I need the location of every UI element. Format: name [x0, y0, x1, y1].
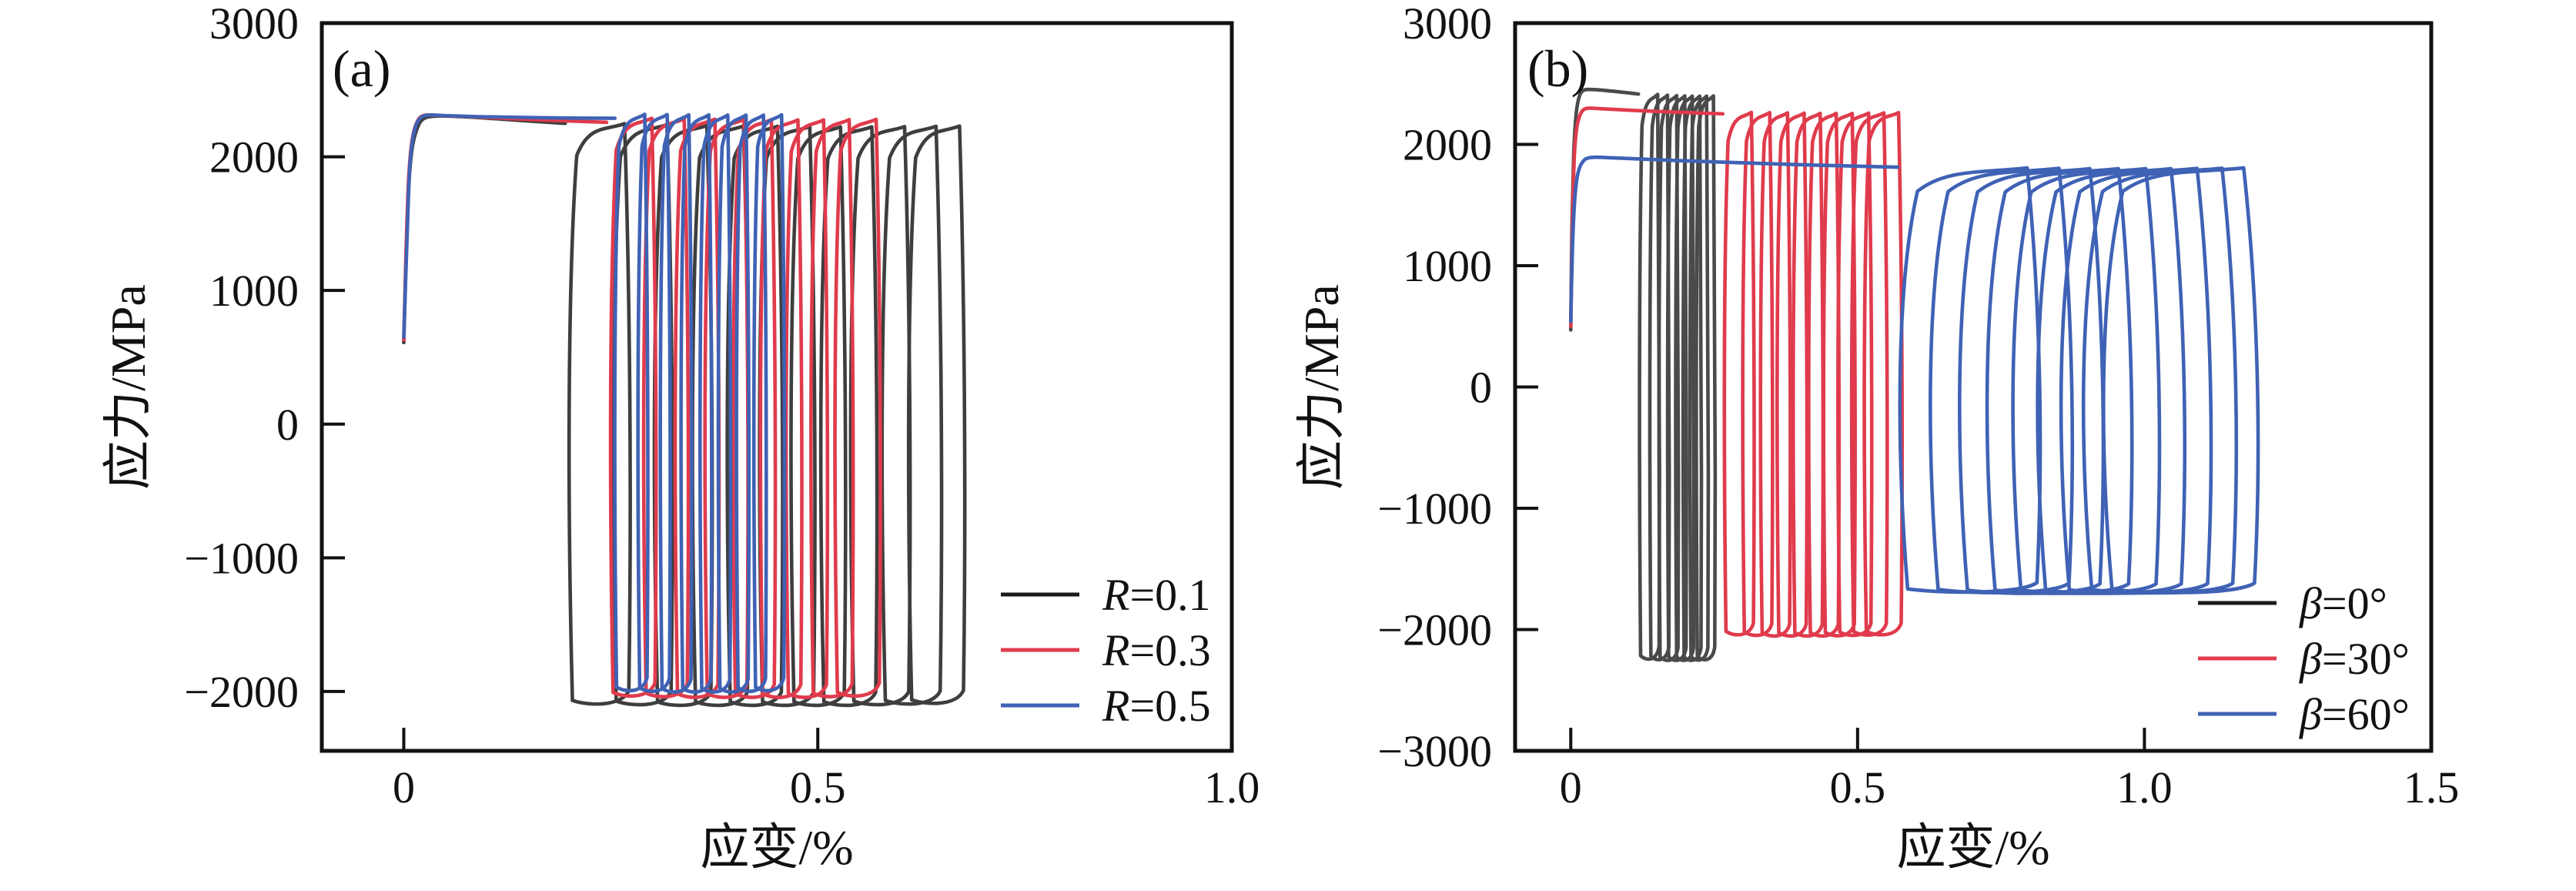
legend-label: β=30°: [2299, 634, 2410, 684]
hysteresis-loop: [1674, 94, 1696, 662]
series-β=30°: [1568, 106, 1904, 638]
hysteresis-loop: [636, 112, 672, 694]
plot-series: [402, 112, 967, 708]
hysteresis-loop: [1665, 94, 1688, 662]
y-axis-label: 应力/MPa: [1294, 284, 1349, 490]
y-tick-label: −3000: [1377, 726, 1492, 776]
series-β=60°: [1568, 155, 2260, 595]
x-tick-label: 1.0: [2116, 762, 2173, 812]
hysteresis-loop: [1898, 166, 2042, 595]
hysteresis-loop: [906, 124, 967, 705]
hysteresis-loop: [1694, 94, 1718, 662]
legend: β=0° β=30°β=60°: [2198, 578, 2410, 739]
hysteresis-loop: [818, 125, 879, 708]
legend-label: R=0.3: [1102, 625, 1211, 675]
panel-tag: (a): [333, 39, 390, 98]
legend-label: R=0.1: [1102, 570, 1211, 620]
hysteresis-loop: [809, 118, 855, 698]
x-axis-label: 应变/%: [700, 820, 853, 875]
hysteresis-loop: [1791, 111, 1825, 638]
x-tick-label: 0.5: [790, 762, 846, 812]
hysteresis-loop: [1862, 110, 1904, 637]
x-tick-label: 0: [1560, 762, 1582, 812]
panel-a: 0 0.5 1.0 3000 2000 1000 0 −1000 −2000 应变/% 应力/MPa…: [101, 0, 1260, 875]
hysteresis-loop: [613, 112, 650, 693]
x-tick-label: 0: [393, 762, 415, 812]
hysteresis-loop: [1775, 111, 1809, 638]
hysteresis-loop: [734, 113, 768, 694]
hysteresis-loop: [758, 118, 804, 699]
y-tick-label: −2000: [184, 667, 299, 717]
axes-box: [319, 21, 1234, 753]
y-tick-label: 2000: [1403, 120, 1492, 170]
y-tick-label: −1000: [1377, 484, 1492, 534]
y-tick-label: 3000: [209, 0, 299, 49]
hysteresis-loop: [658, 112, 694, 694]
y-tick-label: 0: [276, 400, 299, 450]
series-envelope-line: [1568, 155, 1900, 323]
hysteresis-loop: [1681, 94, 1704, 662]
x-tick-label: 1.5: [2404, 762, 2460, 812]
hysteresis-loop: [608, 116, 658, 698]
x-tick-label: 1.0: [1204, 762, 1260, 812]
y-tick-label: 1000: [1403, 241, 1492, 291]
series-R=0.5: [402, 112, 787, 694]
hysteresis-loop: [880, 124, 944, 706]
series-envelope-line: [402, 112, 609, 342]
hysteresis-loop: [833, 117, 882, 698]
y-tick-label: 2000: [209, 132, 299, 183]
series-R=0.3: [402, 112, 882, 699]
y-tick-label: −1000: [184, 533, 299, 583]
hysteresis-loop: [1985, 166, 2134, 595]
plot-series: [1568, 87, 2260, 662]
hysteresis-loop: [567, 122, 632, 706]
panel-b: 0 0.5 1.0 1.5 3000 2000 1000 0 −1000 −2000 −3000 应变…: [1294, 0, 2459, 875]
panel-tag: (b): [1527, 39, 1588, 98]
legend: R=0.1R=0.3 R=0.5: [1001, 570, 1211, 731]
hysteresis-loop: [1929, 166, 2075, 595]
hysteresis-loop: [2101, 166, 2260, 595]
series-β=0°: [1568, 87, 1718, 662]
series-envelope-line: [1568, 87, 1641, 332]
hysteresis-loop: [679, 112, 714, 694]
hysteresis-loop: [1758, 111, 1792, 638]
hysteresis-loop: [698, 113, 733, 694]
legend-label: β=60°: [2299, 689, 2410, 739]
hysteresis-loop: [848, 125, 912, 707]
y-tick-label: 0: [1470, 363, 1492, 413]
hysteresis-loop: [1741, 110, 1775, 638]
series-envelope-line: [402, 112, 617, 340]
series-envelope-line: [402, 114, 567, 345]
y-tick-label: 1000: [209, 266, 299, 316]
hysteresis-loop: [1849, 111, 1889, 637]
hysteresis-loop: [1688, 94, 1711, 662]
hysteresis-loop: [789, 125, 848, 708]
y-tick-label: −2000: [1377, 605, 1492, 655]
x-tick-label: 0.5: [1830, 762, 1886, 812]
hysteresis-loop: [1722, 110, 1756, 637]
hysteresis-loop: [751, 112, 787, 693]
hysteresis-loop: [1836, 111, 1874, 638]
y-tick-label: 3000: [1403, 0, 1492, 49]
legend-label: β=0°: [2299, 578, 2387, 628]
y-axis-label: 应力/MPa: [101, 284, 156, 490]
legend-label: R=0.5: [1102, 681, 1211, 731]
hysteresis-loop: [1657, 93, 1681, 662]
hysteresis-loop: [716, 113, 751, 694]
x-axis-label: 应变/%: [1896, 820, 2049, 875]
